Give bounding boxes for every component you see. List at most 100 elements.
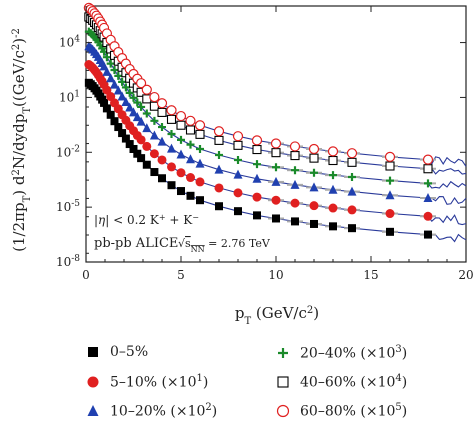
data-point xyxy=(186,173,195,183)
x-axis-label: pT (GeV/c2) xyxy=(235,304,319,327)
data-point xyxy=(328,203,338,213)
data-point xyxy=(424,179,432,188)
data-point xyxy=(114,123,123,132)
x-tick-label: 5 xyxy=(177,268,185,282)
data-point xyxy=(290,198,300,208)
legend-label: 20–40% (×103) xyxy=(300,344,408,362)
data-point xyxy=(121,83,130,92)
data-point xyxy=(271,148,281,158)
x-tick-label: 10 xyxy=(268,268,283,282)
data-point xyxy=(177,187,185,196)
data-point xyxy=(195,129,205,139)
data-point xyxy=(310,219,318,228)
data-point xyxy=(141,84,152,95)
data-point xyxy=(252,192,262,202)
data-point xyxy=(232,131,244,142)
legend-marker xyxy=(88,347,98,357)
data-point xyxy=(252,173,262,183)
data-point xyxy=(385,209,395,219)
legend-marker xyxy=(87,376,99,388)
y-tick-label: 10-2 xyxy=(56,144,80,159)
legend-label: 60–80% (×105) xyxy=(300,402,408,420)
data-point xyxy=(142,109,151,118)
data-point xyxy=(125,140,134,149)
legend-label: 40–60% (×104) xyxy=(300,373,408,391)
data-point xyxy=(110,117,119,126)
legend-marker xyxy=(276,404,290,417)
data-point xyxy=(385,190,395,200)
data-point xyxy=(385,161,395,171)
data-point xyxy=(177,135,185,144)
data-markers xyxy=(83,2,436,239)
data-point xyxy=(121,134,130,143)
legend-item: 40–60% (×104) xyxy=(276,373,407,391)
data-point xyxy=(327,146,339,157)
data-point xyxy=(290,179,300,189)
data-point xyxy=(308,143,320,155)
data-point xyxy=(118,77,127,86)
data-point xyxy=(157,136,167,146)
data-point xyxy=(121,97,131,106)
data-point xyxy=(233,140,243,150)
data-point xyxy=(125,102,135,112)
data-point xyxy=(251,135,263,146)
data-point xyxy=(214,164,224,174)
annotation-experiment: pb-pb ALICE xyxy=(94,236,178,251)
legend-symbol xyxy=(277,376,289,388)
data-point xyxy=(118,129,127,138)
data-point xyxy=(167,143,176,153)
legend-item: 5–10% (×101) xyxy=(86,373,208,391)
legend-item: 10–20% (×102) xyxy=(86,402,217,420)
data-point xyxy=(213,126,225,137)
data-point xyxy=(149,91,160,103)
y-axis-label: (1/2πpT) d2N/dydpT((GeV/c2)-2 xyxy=(10,28,33,252)
data-point xyxy=(150,168,159,177)
data-point xyxy=(110,66,119,74)
data-point xyxy=(329,222,337,231)
data-point xyxy=(234,207,242,216)
data-point xyxy=(185,125,196,135)
data-point xyxy=(329,171,337,180)
data-point xyxy=(100,98,109,107)
annotation-energy: √sNN = 2.76 TeV xyxy=(178,237,271,254)
data-point xyxy=(102,53,111,62)
data-point xyxy=(176,120,186,130)
data-point xyxy=(167,162,176,172)
data-point xyxy=(175,110,187,122)
spectra-plot: 0 5 10 15 20 10-8 10-5 10-2 101 104 pT (GeV/c2) (… xyxy=(10,2,474,327)
data-point xyxy=(158,123,166,132)
data-point xyxy=(158,174,166,183)
data-point xyxy=(133,98,142,107)
data-point xyxy=(215,151,223,160)
data-point xyxy=(290,151,300,161)
data-point xyxy=(186,191,195,200)
legend-item: 60–80% (×105) xyxy=(276,402,407,420)
x-tick-label: 15 xyxy=(363,268,378,282)
x-tick-label: 20 xyxy=(458,268,473,282)
legend-symbol xyxy=(88,347,98,357)
data-point xyxy=(214,183,224,193)
data-point xyxy=(106,110,115,119)
data-point xyxy=(386,227,394,236)
data-point xyxy=(102,66,112,76)
data-point xyxy=(196,144,204,153)
data-point xyxy=(271,195,281,205)
data-point xyxy=(186,140,195,149)
data-point xyxy=(348,172,356,181)
data-point xyxy=(149,130,159,140)
legend: 0–5% 5–10% (×101) 10–20% (×102) 20–40% (×10… xyxy=(86,344,474,430)
y-tick-label: 10-8 xyxy=(56,254,80,269)
data-point xyxy=(142,141,152,151)
data-point xyxy=(252,144,262,155)
legend-marker xyxy=(277,376,289,388)
x-tick-label: 0 xyxy=(82,268,90,282)
data-point xyxy=(422,154,434,165)
data-point xyxy=(272,163,280,172)
data-point xyxy=(137,102,146,111)
data-point xyxy=(150,116,159,125)
data-point xyxy=(328,184,338,194)
data-point xyxy=(195,177,205,187)
legend-symbol xyxy=(278,347,288,358)
legend-marker xyxy=(87,404,99,416)
data-point xyxy=(289,141,301,152)
